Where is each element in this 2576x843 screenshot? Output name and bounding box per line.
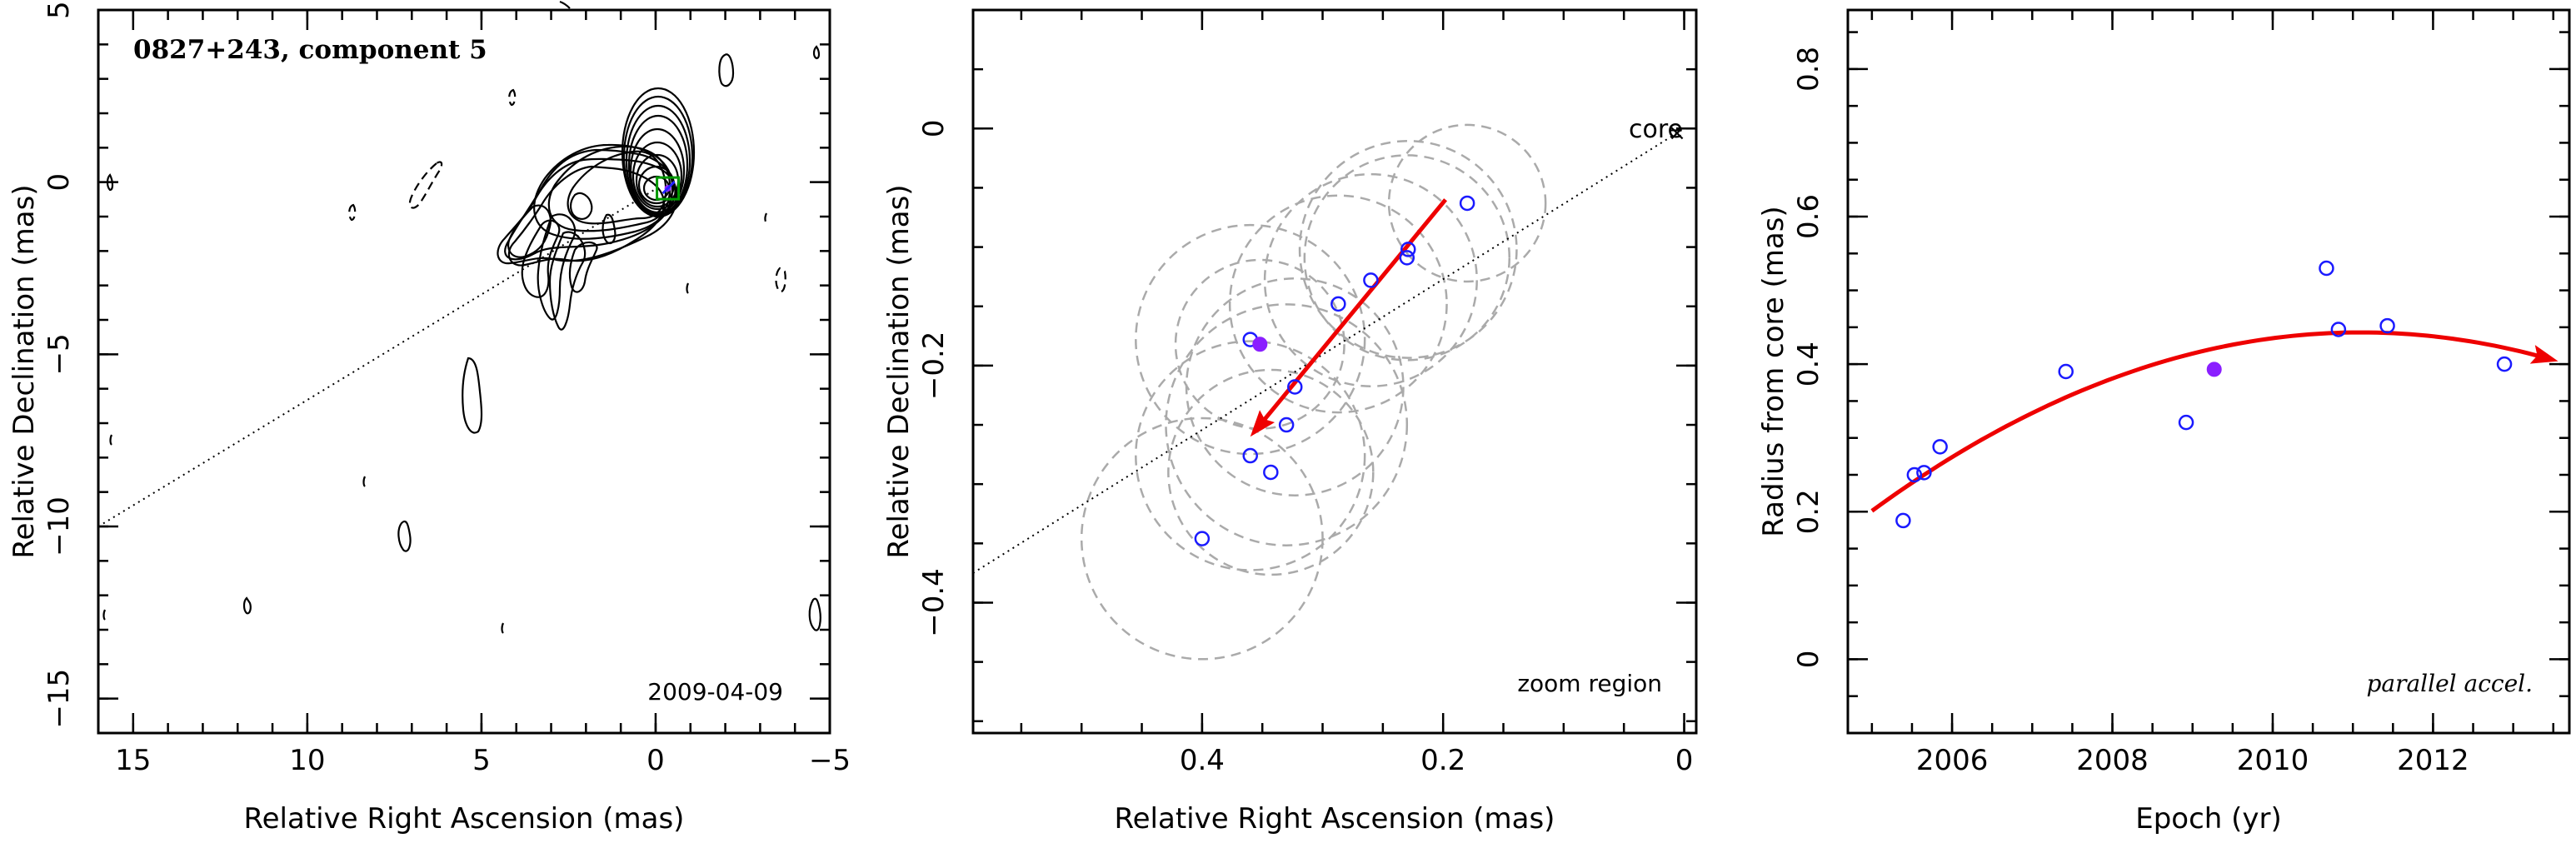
- fit-curve: [1870, 330, 2559, 513]
- data-point: [1363, 272, 1379, 288]
- zoom-box: [656, 176, 681, 201]
- y-axis-ticks: 0 −0.2 −0.4: [917, 8, 1696, 723]
- data-point: [2319, 260, 2334, 277]
- panel-radius-vs-epoch: 2006 2008 2010 2012 0 0.2 0.4 0.6 0.8 parallel …: [1757, 8, 2571, 836]
- error-circle: [1298, 139, 1518, 359]
- data-point: [2330, 322, 2347, 337]
- data-point: [1400, 242, 1416, 257]
- data-point: [1194, 531, 1211, 546]
- panel-contour-map: 15 10 5 0 −5 5 0 −5 −10 −15 0827+243, component …: [7, 0, 851, 836]
- y-axis-label: Relative Declination (mas): [7, 184, 41, 558]
- x-axis-label: Relative Right Ascension (mas): [244, 802, 685, 836]
- data-point: [1895, 512, 1911, 529]
- y-tick-label: 0: [42, 173, 76, 192]
- component-positions: [1194, 195, 1475, 546]
- y-tick-label: 0.8: [1792, 47, 1825, 92]
- error-circle: [1228, 194, 1448, 414]
- contour-map: [102, 0, 821, 634]
- y-axis-ticks: 0 0.2 0.4 0.6 0.8: [1792, 31, 2569, 735]
- radius-points: [1895, 260, 2513, 529]
- data-point: [2496, 356, 2513, 372]
- core-marker: ×: [1668, 121, 1686, 146]
- y-tick-label: 5: [42, 1, 76, 19]
- data-point: [2379, 317, 2395, 334]
- jet-axis-line: [97, 188, 656, 527]
- parallel-accel-label: parallel accel.: [2366, 670, 2533, 697]
- data-point: [1287, 379, 1303, 395]
- data-point: [2058, 363, 2074, 380]
- data-point: [1399, 250, 1415, 266]
- x-tick-label: 2006: [1916, 744, 1989, 777]
- x-tick-label: 0.2: [1420, 744, 1465, 777]
- x-tick-label: 5: [472, 744, 491, 777]
- component-vector: [661, 181, 676, 195]
- x-tick-label: 10: [289, 744, 325, 777]
- velocity-arrow-shaft: [1263, 198, 1448, 421]
- x-axis-label: Relative Right Ascension (mas): [1115, 802, 1555, 836]
- error-circle: [1303, 154, 1511, 362]
- plot-frame: [97, 8, 831, 735]
- y-axis-label: Radius from core (mas): [1757, 206, 1790, 536]
- core-label: core: [1629, 115, 1683, 144]
- data-point: [1330, 296, 1346, 312]
- zoom-region-label: zoom region: [1517, 670, 1662, 697]
- epoch-label: 2009-04-09: [647, 678, 783, 706]
- y-tick-label: −10: [42, 496, 76, 556]
- y-tick-label: 0: [1792, 651, 1825, 669]
- highlight-point: [1252, 337, 1268, 352]
- y-tick-label: −0.4: [917, 568, 951, 637]
- plot-frame: [1846, 8, 2571, 735]
- y-axis-ticks: 5 0 −5 −10 −15: [42, 1, 830, 735]
- data-point: [1263, 464, 1279, 481]
- x-tick-label: 2010: [2237, 744, 2309, 777]
- fit-curve-line: [1870, 330, 2546, 513]
- x-tick-label: 0: [646, 744, 665, 777]
- x-axis-ticks: 0.4 0.2 0: [1020, 10, 1694, 777]
- y-tick-label: 0: [917, 119, 951, 137]
- data-point: [1242, 447, 1258, 464]
- y-tick-label: 0.4: [1792, 342, 1825, 387]
- x-tick-label: 2008: [2076, 744, 2149, 777]
- x-axis-ticks: 2006 2008 2010 2012: [1870, 10, 2555, 777]
- x-axis-ticks: 15 10 5 0 −5: [97, 10, 851, 777]
- y-tick-label: −5: [42, 333, 76, 375]
- component-marker: [656, 176, 681, 201]
- velocity-arrow-head: [1250, 410, 1276, 437]
- y-tick-label: 0.6: [1792, 194, 1825, 239]
- error-circle: [1165, 303, 1409, 546]
- data-point: [2178, 414, 2194, 431]
- y-tick-label: −0.2: [917, 332, 951, 401]
- x-tick-label: −5: [809, 744, 851, 777]
- data-point: [1916, 465, 1932, 481]
- plot-frame: [971, 8, 1698, 735]
- panel-title: 0827+243, component 5: [133, 35, 487, 65]
- velocity-arrow: [1250, 198, 1448, 437]
- error-circle: [1135, 340, 1366, 571]
- data-point: [1459, 195, 1475, 212]
- data-point: [1906, 466, 1923, 483]
- error-circle: [1263, 172, 1478, 387]
- panel-zoom-region: 0.4 0.2 0 0 −0.2 −0.4 core × zoom region Rel…: [882, 8, 1698, 836]
- error-circles: [1080, 123, 1547, 661]
- error-circle: [1080, 417, 1324, 661]
- fit-curve-arrowhead: [2529, 345, 2559, 364]
- error-circle: [1387, 123, 1547, 283]
- y-axis-label: Relative Declination (mas): [882, 184, 916, 558]
- data-point: [1932, 439, 1948, 455]
- x-tick-label: 0: [1675, 744, 1694, 777]
- highlight-point: [2206, 362, 2222, 377]
- x-tick-label: 0.4: [1180, 744, 1225, 777]
- y-tick-label: −15: [42, 669, 76, 729]
- x-tick-label: 15: [115, 744, 151, 777]
- y-tick-label: 0.2: [1792, 489, 1825, 534]
- x-axis-label: Epoch (yr): [2135, 802, 2282, 836]
- error-circle: [1167, 368, 1375, 576]
- data-point: [1278, 417, 1295, 433]
- error-circle: [1135, 223, 1366, 456]
- x-tick-label: 2012: [2397, 744, 2469, 777]
